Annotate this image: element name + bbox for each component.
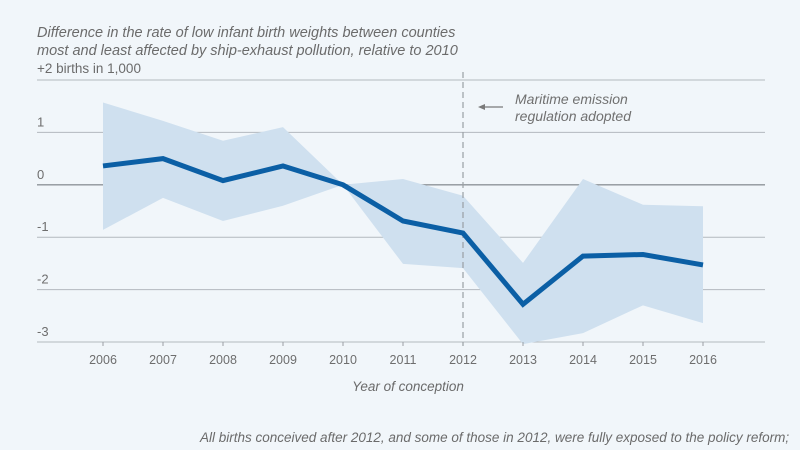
- x-tick-label-2008: 2008: [209, 353, 237, 367]
- x-tick-label-2016: 2016: [689, 353, 717, 367]
- annotation-line-1: Maritime emission: [515, 91, 628, 107]
- y-axis-labels: 1 0 -1 -2 -3: [37, 114, 49, 339]
- y-tick-label: -1: [37, 219, 49, 234]
- x-axis-ticks: [102, 342, 704, 346]
- x-tick-label-2009: 2009: [269, 353, 297, 367]
- y-tick-label: 1: [37, 114, 44, 129]
- arrow-left-icon: [478, 104, 485, 110]
- y-tick-label: -2: [37, 272, 49, 287]
- chart-title: Difference in the rate of low infant bir…: [37, 24, 458, 60]
- x-tick-label-2006: 2006: [89, 353, 117, 367]
- estimate-line-group: [102, 156, 704, 308]
- y-tick-label: 0: [37, 167, 44, 182]
- chart-caption: All births conceived after 2012, and som…: [200, 430, 790, 445]
- x-axis-title: Year of conception: [352, 379, 464, 394]
- x-axis-labels: 2006 2007 2008 2009 2010 2011 2012 2013 2014 2015…: [89, 353, 717, 367]
- policy-annotation: Maritime emission regulation adopted: [478, 91, 632, 124]
- chart-title-line-1: Difference in the rate of low infant bir…: [37, 25, 456, 41]
- chart-title-line-2: most and least affected by ship-exhaust …: [37, 43, 458, 59]
- annotation-line-2: regulation adopted: [515, 108, 632, 124]
- y-axis-unit-label: +2 births in 1,000: [37, 61, 141, 76]
- x-tick-label-2015: 2015: [629, 353, 657, 367]
- y-tick-label: -3: [37, 324, 49, 339]
- x-tick-label-2010: 2010: [329, 353, 357, 367]
- x-tick-label-2007: 2007: [149, 353, 177, 367]
- x-tick-label-2012: 2012: [449, 353, 477, 367]
- x-tick-label-2013: 2013: [509, 353, 537, 367]
- x-tick-label-2011: 2011: [390, 353, 417, 367]
- x-tick-label-2014: 2014: [569, 353, 597, 367]
